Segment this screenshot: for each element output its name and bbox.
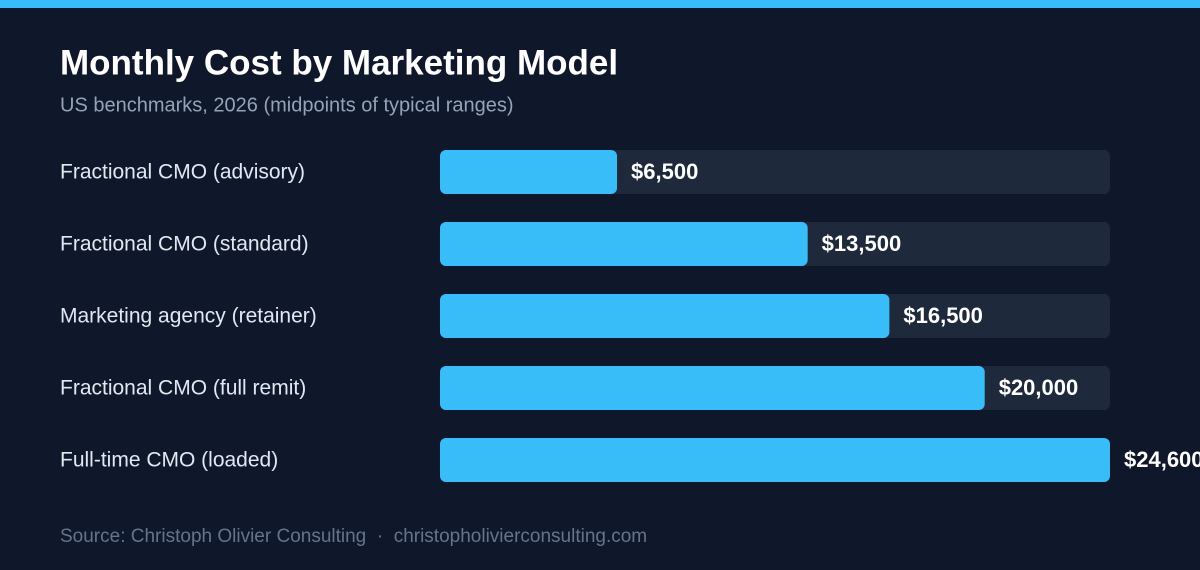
bar bbox=[440, 366, 985, 410]
chart-title: Monthly Cost by Marketing Model bbox=[60, 43, 618, 82]
value-label: $6,500 bbox=[631, 159, 698, 184]
bar bbox=[440, 222, 808, 266]
bar bbox=[440, 438, 1110, 482]
source-note: Source: Christoph Olivier Consulting · c… bbox=[60, 526, 647, 547]
category-label: Fractional CMO (full remit) bbox=[60, 377, 306, 400]
value-label: $16,500 bbox=[903, 303, 983, 328]
category-label: Marketing agency (retainer) bbox=[60, 305, 317, 328]
category-label: Full-time CMO (loaded) bbox=[60, 449, 278, 472]
bar bbox=[440, 294, 890, 338]
value-label: $20,000 bbox=[999, 375, 1079, 400]
value-label: $13,500 bbox=[822, 231, 902, 256]
bar bbox=[440, 150, 618, 194]
category-label: Fractional CMO (advisory) bbox=[60, 161, 305, 184]
top-stripe bbox=[0, 0, 1200, 8]
value-label: $24,600 bbox=[1124, 447, 1200, 472]
chart-subtitle: US benchmarks, 2026 (midpoints of typica… bbox=[60, 94, 514, 116]
category-label: Fractional CMO (standard) bbox=[60, 233, 309, 256]
